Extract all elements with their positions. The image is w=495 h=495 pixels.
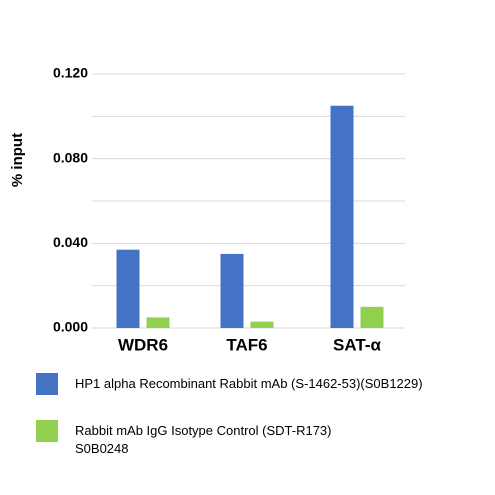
bar bbox=[220, 253, 244, 328]
y-tick-label: 0.080 bbox=[53, 149, 88, 165]
legend-swatch bbox=[36, 373, 58, 395]
x-tick-label: TAF6 bbox=[226, 335, 267, 354]
bar bbox=[330, 105, 354, 328]
bar bbox=[250, 321, 274, 328]
legend-label: HP1 alpha Recombinant Rabbit mAb (S-1462… bbox=[75, 376, 423, 391]
y-tick-label: 0.000 bbox=[53, 319, 88, 335]
y-tick-label: 0.040 bbox=[53, 234, 88, 250]
legend-swatch bbox=[36, 420, 58, 442]
bar bbox=[360, 306, 384, 328]
legend-label: Rabbit mAb IgG Isotype Control (SDT-R173… bbox=[75, 423, 332, 456]
bar bbox=[116, 249, 140, 328]
y-tick-label: 0.120 bbox=[53, 65, 88, 81]
bar bbox=[146, 317, 170, 328]
y-axis-label: % input bbox=[9, 133, 26, 187]
x-tick-label: SAT-α bbox=[333, 335, 381, 354]
x-tick-label: WDR6 bbox=[118, 335, 168, 354]
